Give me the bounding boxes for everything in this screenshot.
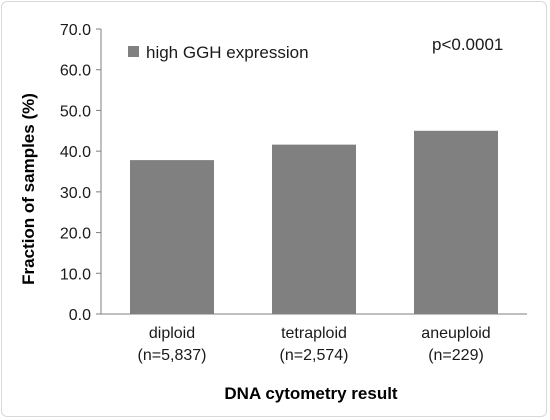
y-tick-label: 40.0 xyxy=(60,144,91,161)
x-category-label: tetraploid xyxy=(281,325,347,342)
x-category-count: (n=229) xyxy=(428,347,484,364)
p-value-annotation: p<0.0001 xyxy=(432,35,503,54)
x-category-label: aneuploid xyxy=(421,325,490,342)
x-category-count: (n=5,837) xyxy=(138,347,207,364)
bars xyxy=(130,130,498,314)
legend-swatch-high-ggh xyxy=(128,46,139,57)
y-tick-labels: 0.0 10.0 20.0 30.0 40.0 50.0 60.0 70.0 xyxy=(60,22,91,324)
y-tick-label: 0.0 xyxy=(69,307,91,324)
x-axis-title: DNA cytometry result xyxy=(224,384,398,403)
x-category-labels: diploid (n=5,837) tetraploid (n=2,574) aneup… xyxy=(138,325,491,364)
y-tick-label: 20.0 xyxy=(60,226,91,243)
y-tick-label: 10.0 xyxy=(60,266,91,283)
legend-label-high-ggh: high GGH expression xyxy=(146,43,309,62)
x-category-count: (n=2,574) xyxy=(280,347,349,364)
bar-aneuploid xyxy=(414,130,498,314)
y-tick-label: 60.0 xyxy=(60,63,91,80)
y-tick-label: 50.0 xyxy=(60,103,91,120)
y-tick-label: 30.0 xyxy=(60,185,91,202)
axes xyxy=(96,28,527,315)
y-tick-label: 70.0 xyxy=(60,22,91,39)
y-axis-title: Fraction of samples (%) xyxy=(19,93,38,285)
bar-tetraploid xyxy=(272,144,356,314)
x-category-label: diploid xyxy=(149,325,195,342)
bar-diploid xyxy=(130,160,214,314)
legend: high GGH expression xyxy=(128,43,309,62)
